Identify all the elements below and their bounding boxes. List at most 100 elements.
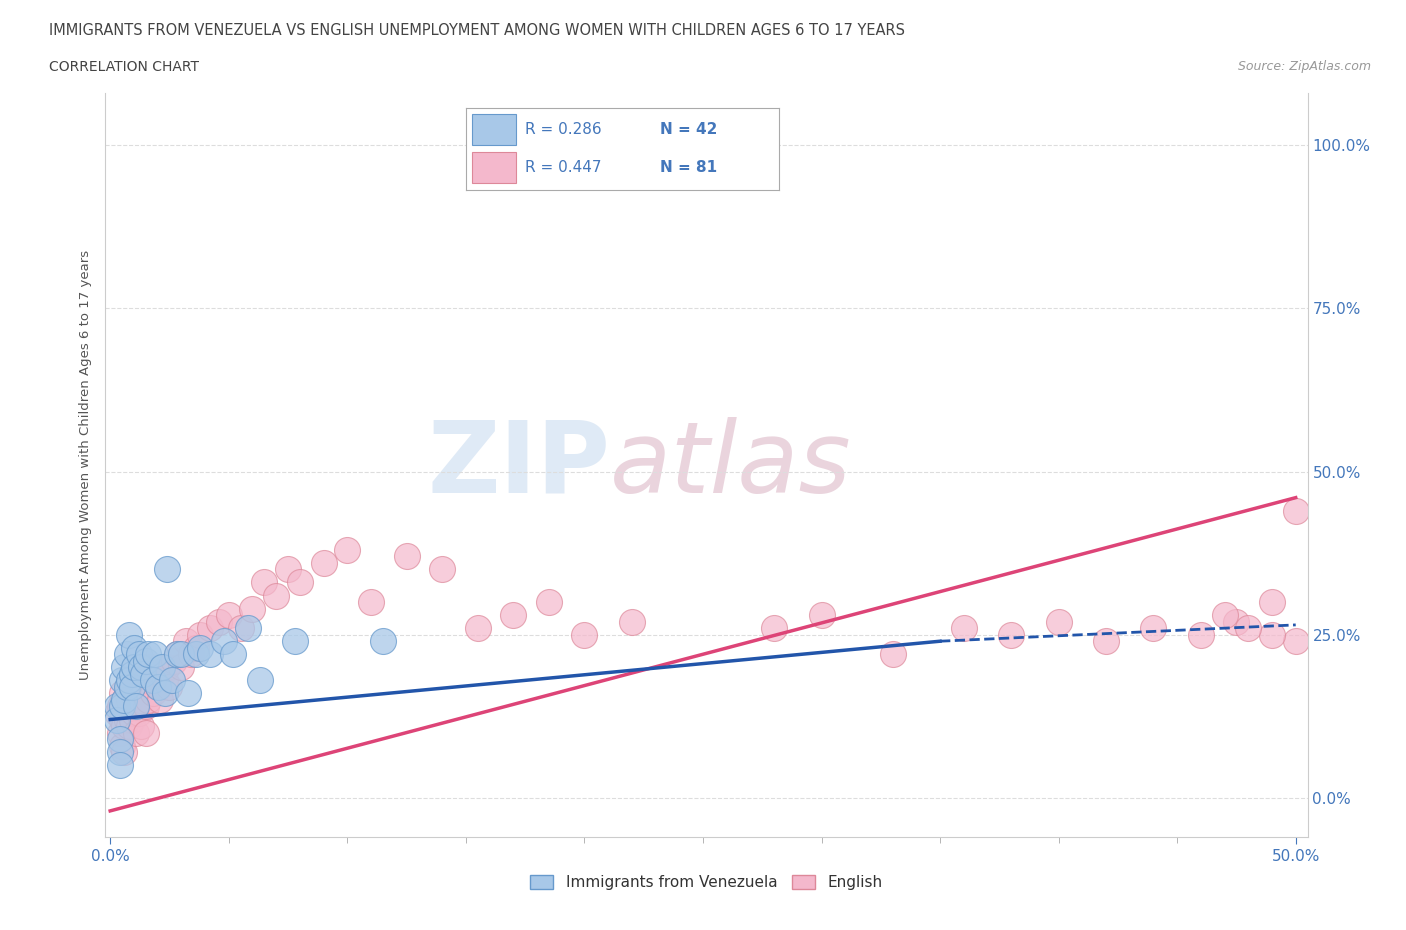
Point [149,693,172,708]
Point [135,699,157,714]
Point [222,647,245,662]
Point [108,758,131,773]
Point [136,693,159,708]
Point [166,647,188,662]
Point [395,549,418,564]
Point [111,712,134,727]
Point [184,640,207,655]
Point [174,633,197,648]
Point [111,699,134,714]
Point [115,712,138,727]
Point [108,732,131,747]
Y-axis label: Unemployment Among Women with Children Ages 6 to 17 years: Unemployment Among Women with Children A… [79,250,91,680]
Point [108,725,131,740]
Point [135,725,157,740]
Point [118,627,141,642]
Point [502,607,524,622]
Point [198,620,221,635]
Point [125,699,148,714]
Point [142,673,165,688]
Point [156,660,179,675]
Point [952,620,974,635]
Point [1189,627,1212,642]
Point [136,647,159,662]
Point [132,667,155,682]
Legend: Immigrants from Venezuela, English: Immigrants from Venezuela, English [524,869,889,897]
Point [125,725,148,740]
Point [288,575,311,590]
Point [118,719,141,734]
Point [236,620,259,635]
Point [184,647,207,662]
Point [163,654,186,669]
Point [166,647,188,662]
Point [810,607,832,622]
Point [249,673,271,688]
Point [180,647,202,662]
Point [218,607,240,622]
Point [125,699,148,714]
Point [122,706,145,721]
Point [242,601,264,616]
Point [121,712,143,727]
Point [668,138,690,153]
Text: IMMIGRANTS FROM VENEZUELA VS ENGLISH UNEMPLOYMENT AMONG WOMEN WITH CHILDREN AGES: IMMIGRANTS FROM VENEZUELA VS ENGLISH UNE… [49,23,905,38]
Point [142,686,165,701]
Point [143,647,166,662]
Point [170,647,193,662]
Point [111,673,134,688]
Point [763,620,786,635]
Point [112,693,135,708]
Point [128,706,150,721]
Point [122,680,145,695]
Point [150,660,173,675]
Point [1261,594,1284,609]
Point [105,712,128,727]
Point [430,562,453,577]
Point [153,686,176,701]
Point [146,680,169,695]
Point [118,693,141,708]
Point [129,660,152,675]
Point [1095,633,1118,648]
Point [122,640,145,655]
Point [108,745,131,760]
Point [108,699,131,714]
Point [198,647,221,662]
Point [1237,620,1260,635]
Point [1225,614,1247,629]
Point [128,673,150,688]
Point [253,575,276,590]
Point [1047,614,1070,629]
Point [620,614,643,629]
Point [177,686,200,701]
Point [115,680,138,695]
Point [312,555,335,570]
Point [208,614,231,629]
Point [115,647,138,662]
Point [574,627,596,642]
Point [1142,620,1164,635]
Point [112,745,135,760]
Point [336,542,359,557]
Point [371,633,394,648]
Point [128,647,150,662]
Point [284,633,307,648]
Point [135,654,157,669]
Point [115,686,138,701]
Point [129,693,152,708]
Point [112,719,135,734]
Point [153,673,176,688]
Point [112,660,135,675]
Point [105,706,128,721]
Point [121,667,143,682]
Point [1213,607,1236,622]
Point [150,667,173,682]
Text: ZIP: ZIP [427,417,610,513]
Point [1261,627,1284,642]
Point [277,562,299,577]
Point [156,562,179,577]
Text: atlas: atlas [610,417,852,513]
Point [143,673,166,688]
Point [212,633,235,648]
